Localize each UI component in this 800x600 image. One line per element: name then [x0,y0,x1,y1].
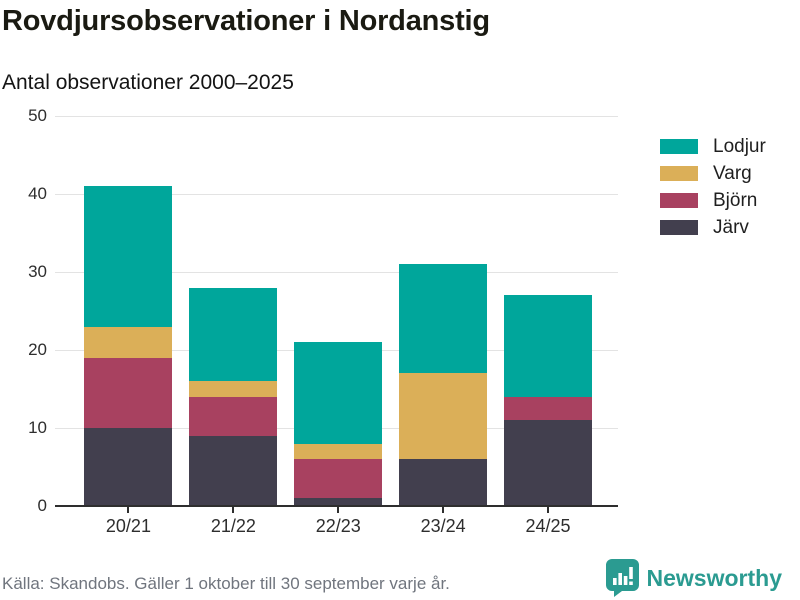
bar-segment [294,342,383,444]
x-axis-tick [232,507,235,513]
y-tick-label: 50 [28,106,47,125]
bar-segment [294,498,383,506]
legend-label: Björn [713,189,758,211]
bar-segment [399,264,488,374]
bar-segment [504,396,593,421]
legend-label: Järv [713,216,749,238]
y-tick-label: 20 [28,340,47,359]
legend-swatch [660,166,698,181]
bar-segment [84,186,173,327]
bar-segment [504,295,593,397]
y-tick-label: 0 [37,496,47,515]
newsworthy-logo: Newsworthy [605,559,782,597]
x-tick-label: 22/23 [315,516,361,536]
bar-segment [399,373,488,460]
bar-segment [84,357,173,428]
bar-segment [84,326,173,358]
x-tick-label: 23/24 [420,516,466,536]
x-axis-tick [127,507,130,513]
legend-item: Varg [660,160,766,187]
bar-segment [294,459,383,499]
bar-segment [294,443,383,460]
bar-segment [189,435,278,506]
gridline [55,271,618,273]
x-axis-line [55,505,618,507]
x-tick-label: 21/22 [210,516,256,536]
gridline [55,115,618,117]
bar-segment [189,396,278,436]
bar-segment [504,420,593,506]
bar-segment [399,459,488,506]
bar-segment [189,381,278,397]
chart-title: Rovdjursobservationer i Nordanstig [2,5,490,37]
x-tick-label: 20/21 [105,516,151,536]
legend-swatch [660,220,698,235]
legend-label: Varg [713,162,752,184]
y-tick-label: 40 [28,184,47,203]
y-tick-label: 30 [28,262,47,281]
legend-label: Lodjur [713,135,766,157]
legend-item: Björn [660,187,766,214]
legend-item: Järv [660,214,766,241]
x-axis-tick [442,507,445,513]
legend-swatch [660,139,698,154]
x-axis-tick [337,507,340,513]
newsworthy-logo-icon [605,559,639,597]
legend-swatch [660,193,698,208]
x-axis-tick [547,507,550,513]
y-tick-label: 10 [28,418,47,437]
chart-subtitle: Antal observationer 2000–2025 [2,71,294,94]
legend: Lodjur Varg Björn Järv [660,133,766,241]
gridline [55,193,618,195]
bar-segment [84,428,173,506]
bar-segment [189,287,278,382]
newsworthy-logo-text: Newsworthy [646,564,782,591]
x-tick-label: 24/25 [525,516,571,536]
legend-item: Lodjur [660,133,766,160]
source-note: Källa: Skandobs. Gäller 1 oktober till 3… [2,574,450,593]
